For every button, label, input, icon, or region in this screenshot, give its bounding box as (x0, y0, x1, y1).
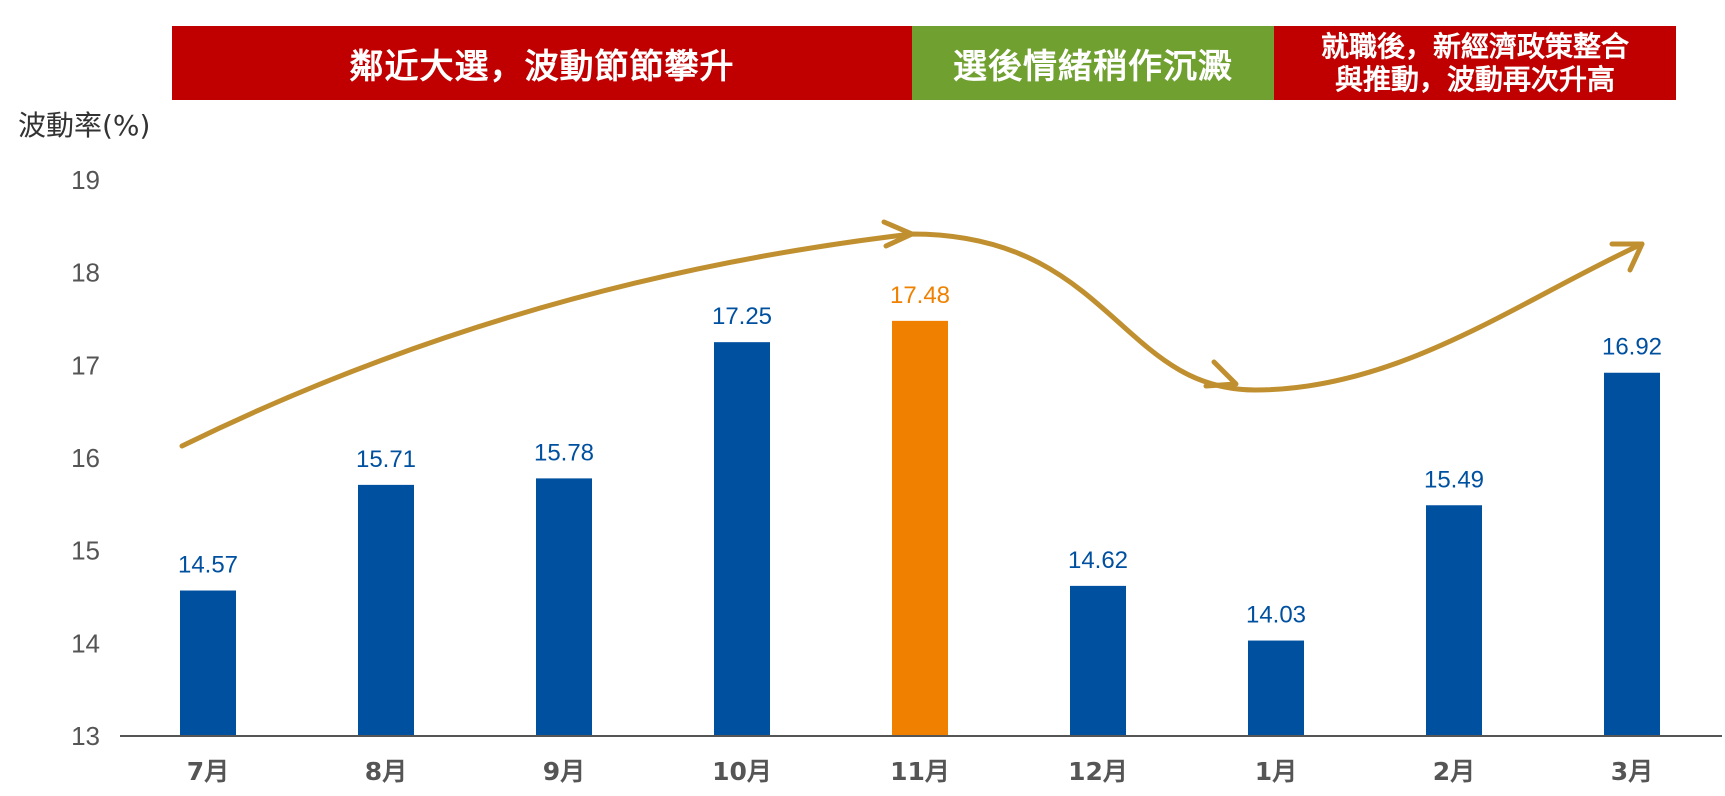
arrowhead-icon (1203, 359, 1239, 389)
phase-banner-post-election: 選後情緒稍作沉澱 (912, 26, 1274, 100)
phase-banner-post-inauguration-line2: 與推動，波動再次升高 (1334, 63, 1615, 96)
data-label: 15.71 (356, 446, 416, 473)
data-label: 14.03 (1246, 602, 1306, 629)
category-label: 8月 (365, 757, 407, 786)
category-label: 3月 (1611, 757, 1653, 786)
category-label: 10月 (712, 757, 772, 786)
data-label: 14.62 (1068, 547, 1128, 574)
data-label: 15.49 (1424, 466, 1484, 493)
category-label: 11月 (890, 757, 950, 786)
arrowhead-icon (881, 219, 915, 249)
phase-banner-post-election-text: 選後情緒稍作沉澱 (953, 46, 1233, 87)
category-label: 12月 (1068, 757, 1128, 786)
category-label: 1月 (1255, 757, 1297, 786)
y-tick-label: 16 (71, 443, 100, 473)
bar (358, 484, 414, 736)
category-label: 2月 (1433, 757, 1475, 786)
y-axis-title: 波動率(%) (18, 109, 151, 142)
arrowhead-icon (1609, 241, 1645, 273)
bar (1248, 640, 1304, 736)
bar (536, 478, 592, 736)
y-tick-label: 15 (71, 536, 100, 566)
data-label: 15.78 (534, 439, 594, 466)
y-tick-label: 13 (71, 721, 100, 751)
bar (714, 342, 770, 736)
phase-banner-post-inauguration-line1: 就職後，新經濟政策整合 (1320, 30, 1629, 63)
bar (1070, 585, 1126, 736)
phase-banner-pre-election: 鄰近大選，波動節節攀升 (172, 26, 912, 100)
trend-arrow-line (179, 231, 1645, 449)
bar (180, 590, 236, 736)
phase-banner-post-inauguration: 就職後，新經濟政策整合 與推動，波動再次升高 (1274, 26, 1676, 100)
y-tick-label: 19 (71, 165, 100, 195)
y-tick-label: 17 (71, 350, 100, 380)
data-label: 17.48 (890, 282, 950, 309)
bar (892, 320, 948, 736)
phase-banner-pre-election-text: 鄰近大選，波動節節攀升 (349, 46, 735, 87)
bar (1426, 505, 1482, 736)
bar (1604, 372, 1660, 736)
category-label: 7月 (187, 757, 229, 786)
data-label: 16.92 (1602, 334, 1662, 361)
y-tick-label: 14 (71, 628, 100, 658)
y-tick-label: 18 (71, 258, 100, 288)
data-label: 14.57 (178, 552, 238, 579)
data-label: 17.25 (712, 303, 772, 330)
category-label: 9月 (543, 757, 585, 786)
